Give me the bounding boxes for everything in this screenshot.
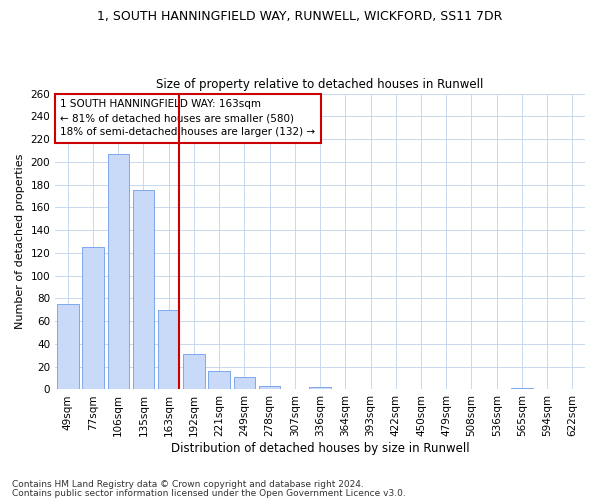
X-axis label: Distribution of detached houses by size in Runwell: Distribution of detached houses by size …: [171, 442, 469, 455]
Text: Contains public sector information licensed under the Open Government Licence v3: Contains public sector information licen…: [12, 489, 406, 498]
Text: 1 SOUTH HANNINGFIELD WAY: 163sqm
← 81% of detached houses are smaller (580)
18% : 1 SOUTH HANNINGFIELD WAY: 163sqm ← 81% o…: [61, 100, 316, 138]
Bar: [511, 388, 533, 390]
Bar: [133, 190, 154, 390]
Bar: [233, 377, 255, 390]
Bar: [158, 310, 179, 390]
Bar: [259, 386, 280, 390]
Bar: [82, 247, 104, 390]
Bar: [107, 154, 129, 390]
Y-axis label: Number of detached properties: Number of detached properties: [15, 154, 25, 329]
Text: Contains HM Land Registry data © Crown copyright and database right 2024.: Contains HM Land Registry data © Crown c…: [12, 480, 364, 489]
Bar: [183, 354, 205, 390]
Title: Size of property relative to detached houses in Runwell: Size of property relative to detached ho…: [157, 78, 484, 91]
Bar: [57, 304, 79, 390]
Bar: [310, 387, 331, 390]
Text: 1, SOUTH HANNINGFIELD WAY, RUNWELL, WICKFORD, SS11 7DR: 1, SOUTH HANNINGFIELD WAY, RUNWELL, WICK…: [97, 10, 503, 23]
Bar: [208, 371, 230, 390]
